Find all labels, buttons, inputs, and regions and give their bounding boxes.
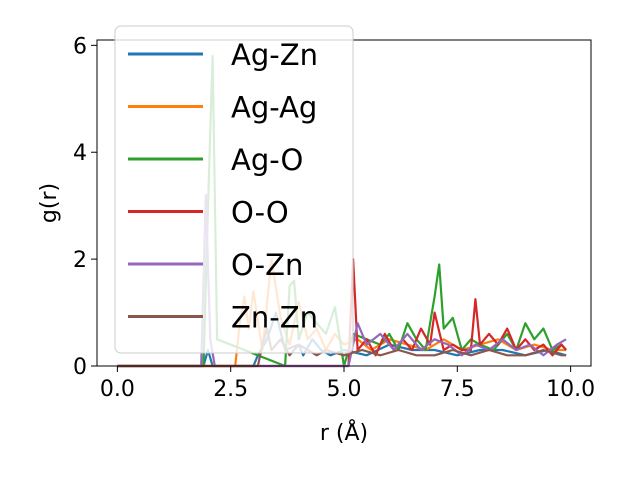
x-tick-label: 5.0 (327, 377, 362, 402)
y-tick-label: 2 (73, 248, 87, 273)
legend-label: O-O (231, 196, 289, 230)
x-tick-label: 2.5 (213, 377, 248, 402)
x-tick-label: 10.0 (546, 377, 595, 402)
legend-label: Ag-Zn (231, 38, 318, 72)
y-tick-label: 4 (73, 141, 87, 166)
legend: Ag-Zn Ag-Ag Ag-O O-O O-Zn Zn-Zn (114, 25, 354, 354)
y-tick-label: 6 (73, 34, 87, 59)
x-tick-label: 0.0 (100, 377, 135, 402)
legend-label: Zn-Zn (231, 301, 318, 335)
series-line-o-o (117, 258, 567, 368)
series-line-o-zn (117, 193, 567, 368)
legend-label: O-Zn (231, 248, 303, 282)
axes-layer: 0.0 2.5 5.0 7.5 10.0 0 2 4 6 (73, 34, 595, 402)
y-tick-label: 0 (73, 355, 87, 380)
legend-label: Ag-O (231, 143, 303, 177)
y-axis-label: g(r) (37, 183, 62, 223)
x-axis-label: r (Å) (320, 419, 368, 446)
legend-label: Ag-Ag (231, 91, 317, 125)
x-tick-label: 7.5 (440, 377, 475, 402)
